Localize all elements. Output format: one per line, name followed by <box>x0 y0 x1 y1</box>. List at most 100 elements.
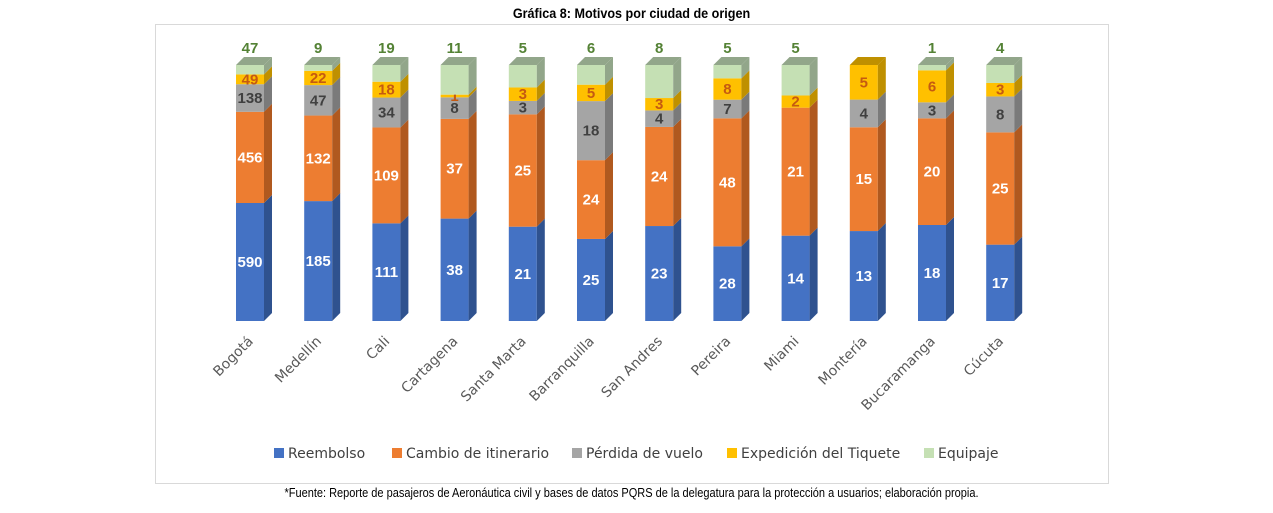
data-label: 456 <box>237 149 262 166</box>
bar-segment-expedici-n-del-tiquete <box>645 98 674 111</box>
bar-segment-cambio-de-itinerario <box>236 111 264 203</box>
bar-segment-expedici-n-del-tiquete <box>236 74 264 85</box>
bar-segment-reembolso <box>645 226 674 321</box>
bar-side-equipaje <box>673 57 682 99</box>
data-label: 28 <box>719 276 736 293</box>
bar-segment-expedici-n-del-tiquete <box>440 94 469 98</box>
bar-segment-equipaje <box>236 65 264 75</box>
data-label: 18 <box>583 123 600 140</box>
bar-segment-equipaje <box>986 65 1015 83</box>
bar-top-equipaje <box>440 57 477 65</box>
data-label: 20 <box>924 164 941 181</box>
bar-segment-cambio-de-itinerario <box>849 127 878 232</box>
bar-segment-p-rdida-de-vuelo <box>986 96 1015 133</box>
category-label: Pereira <box>688 334 734 380</box>
data-label: 5 <box>723 40 731 57</box>
bar-side-equipaje <box>536 57 545 88</box>
bar-side-reembolso <box>468 210 477 321</box>
bar-segment-reembolso <box>304 201 333 321</box>
legend-label: Equipaje <box>938 446 998 462</box>
data-label: 34 <box>378 105 395 122</box>
bar-segment-reembolso <box>577 238 605 321</box>
legend-swatch <box>392 448 402 458</box>
bar-side-expedici-n-del-tiquete <box>264 66 272 85</box>
bar-segment-p-rdida-de-vuelo <box>304 85 333 116</box>
bar-side-reembolso <box>946 217 954 321</box>
bar-segment-cambio-de-itinerario <box>440 118 469 219</box>
data-label: 5 <box>791 40 799 57</box>
bar-segment-equipaje <box>440 65 469 95</box>
data-label: 13 <box>855 268 872 285</box>
bar-side-cambio-de-itinerario <box>468 110 477 219</box>
bar-side-cambio-de-itinerario <box>741 110 750 247</box>
bar-segment-reembolso <box>918 225 946 321</box>
bar-top-equipaje <box>918 57 954 65</box>
bar-side-equipaje <box>400 57 409 82</box>
bar-top-equipaje <box>986 57 1023 65</box>
legend-swatch <box>274 448 284 458</box>
bar-side-cambio-de-itinerario <box>264 103 272 203</box>
chart-title: Gráfica 8: Motivos por ciudad de origen <box>512 5 751 21</box>
bar-side-p-rdida-de-vuelo <box>877 91 886 128</box>
data-label: 3 <box>655 96 663 113</box>
data-label: 25 <box>583 272 600 289</box>
bar-top-equipaje <box>372 57 409 65</box>
bar-side-reembolso <box>332 193 341 321</box>
data-label: 37 <box>446 161 463 178</box>
data-label: 2 <box>791 94 799 111</box>
bar-side-expedici-n-del-tiquete <box>605 76 613 102</box>
bar-side-cambio-de-itinerario <box>536 106 545 227</box>
data-label: 6 <box>928 78 936 95</box>
bar-segment-p-rdida-de-vuelo <box>577 101 605 161</box>
category-label: Barranquilla <box>526 334 597 405</box>
data-label: 25 <box>992 181 1009 198</box>
category-label: Bogotá <box>210 334 256 380</box>
bar-segment-p-rdida-de-vuelo <box>508 100 537 115</box>
data-label: 109 <box>374 167 399 184</box>
bar-segment-equipaje <box>304 65 333 71</box>
bar-side-equipaje <box>1014 57 1023 83</box>
bar-segment-reembolso <box>849 231 878 321</box>
bar-segment-reembolso <box>713 246 742 321</box>
bar-side-p-rdida-de-vuelo <box>536 92 545 115</box>
bar-segment-cambio-de-itinerario <box>986 132 1015 245</box>
category-label: Medellín <box>272 334 325 387</box>
bar-side-cambio-de-itinerario <box>809 99 818 236</box>
bar-segment-reembolso <box>372 223 401 321</box>
bar-side-expedici-n-del-tiquete <box>946 62 954 103</box>
bar-side-reembolso <box>1014 236 1023 321</box>
bar-side-equipaje <box>468 57 477 95</box>
bar-side-expedici-n-del-tiquete <box>673 90 682 111</box>
category-label: Montería <box>816 334 871 389</box>
legend-swatch <box>924 448 934 458</box>
category-label: Bucaramanga <box>858 334 938 414</box>
bar-top-expedici-n-del-tiquete <box>849 57 886 65</box>
legend-label: Expedición del Tiquete <box>741 446 900 462</box>
data-label: 15 <box>855 171 872 188</box>
bar-side-cambio-de-itinerario <box>1014 124 1023 245</box>
data-label: 3 <box>996 82 1004 99</box>
data-label: 1 <box>928 40 936 57</box>
bar-side-reembolso <box>741 238 750 321</box>
bar-top-equipaje <box>645 57 682 65</box>
data-label: 23 <box>651 266 668 283</box>
bar-segment-p-rdida-de-vuelo <box>645 110 674 127</box>
bar-side-cambio-de-itinerario <box>946 110 954 225</box>
bar-segment-expedici-n-del-tiquete <box>713 78 742 100</box>
bar-segment-expedici-n-del-tiquete <box>849 65 878 100</box>
data-label: 47 <box>242 40 259 57</box>
bar-side-equipaje <box>332 57 341 71</box>
bar-side-cambio-de-itinerario <box>332 107 341 202</box>
data-label: 185 <box>306 253 331 270</box>
bar-side-p-rdida-de-vuelo <box>673 102 682 127</box>
bar-side-expedici-n-del-tiquete <box>741 70 750 100</box>
bar-segment-expedici-n-del-tiquete <box>781 95 810 108</box>
bar-side-expedici-n-del-tiquete <box>468 86 477 98</box>
data-label: 4 <box>860 105 869 122</box>
bar-side-reembolso <box>264 195 272 321</box>
bar-segment-expedici-n-del-tiquete <box>918 70 946 103</box>
bar-segment-p-rdida-de-vuelo <box>372 97 401 128</box>
bar-segment-p-rdida-de-vuelo <box>918 102 946 119</box>
data-label: 8 <box>996 106 1004 123</box>
